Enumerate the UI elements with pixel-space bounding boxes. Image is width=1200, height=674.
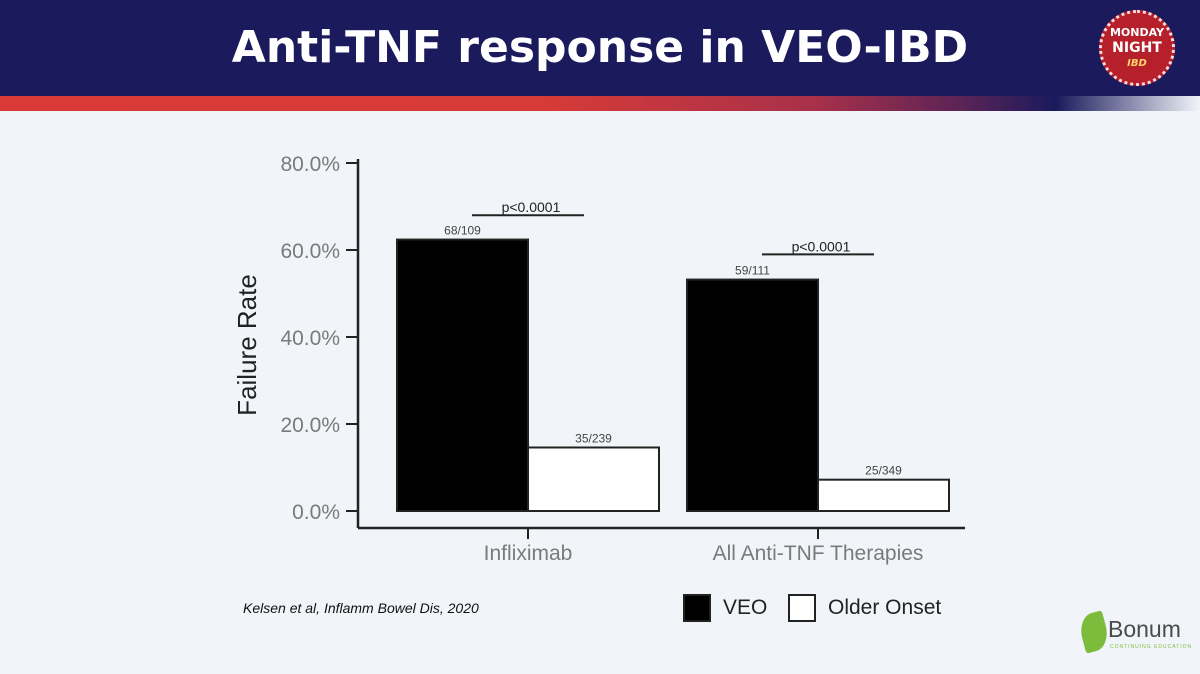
bonum-logo: Bonum CONTINUING EDUCATION <box>1076 608 1193 658</box>
header-accent-bar <box>0 96 1200 111</box>
bar-data-label: 68/109 <box>444 224 481 238</box>
bar-veo <box>686 278 819 512</box>
bonum-leaf-icon <box>1076 610 1112 654</box>
legend-label-older-onset: Older Onset <box>828 596 942 619</box>
bar-data-label: 59/111 <box>735 264 770 278</box>
bonum-tagline: CONTINUING EDUCATION <box>1110 644 1193 650</box>
y-tick-label: 0.0% <box>292 501 340 524</box>
y-axis-label: Failure Rate <box>232 274 262 416</box>
y-tick-label: 40.0% <box>280 327 340 350</box>
citation: Kelsen et al, Inflamm Bowel Dis, 2020 <box>243 600 479 616</box>
chart-axes <box>346 159 965 539</box>
chart-labels: 0.0% 20.0% 40.0% 60.0% 80.0% Failure Rate Infl… <box>232 153 923 565</box>
y-tick-label: 60.0% <box>280 240 340 263</box>
chart-bars <box>396 238 950 512</box>
bar-data-label: 25/349 <box>865 464 902 478</box>
y-tick-label: 20.0% <box>280 414 340 437</box>
bar-veo <box>396 238 529 512</box>
monday-night-ibd-logo: MONDAY NIGHT IBD <box>1099 10 1175 86</box>
slide-header: Anti-TNF response in VEO-IBD MONDAY NIGH… <box>0 0 1200 96</box>
x-category-label: All Anti-TNF Therapies <box>713 542 924 565</box>
logo-line-3: IBD <box>1127 58 1147 69</box>
x-category-label: Infliximab <box>484 542 573 565</box>
legend-label-veo: VEO <box>723 596 768 619</box>
logo-line-2: NIGHT <box>1112 40 1162 56</box>
significance-label: p<0.0001 <box>792 238 851 254</box>
bar-older-onset <box>817 478 950 512</box>
legend-swatch-older-onset <box>788 594 816 622</box>
bar-older-onset <box>527 446 660 512</box>
y-tick-label: 80.0% <box>280 153 340 176</box>
slide-title: Anti-TNF response in VEO-IBD <box>231 22 969 73</box>
bonum-name: Bonum <box>1108 616 1181 642</box>
significance-label: p<0.0001 <box>502 199 561 215</box>
logo-line-1: MONDAY <box>1109 26 1165 39</box>
bar-data-label: 35/239 <box>575 431 612 445</box>
legend-swatch-veo <box>683 594 711 622</box>
